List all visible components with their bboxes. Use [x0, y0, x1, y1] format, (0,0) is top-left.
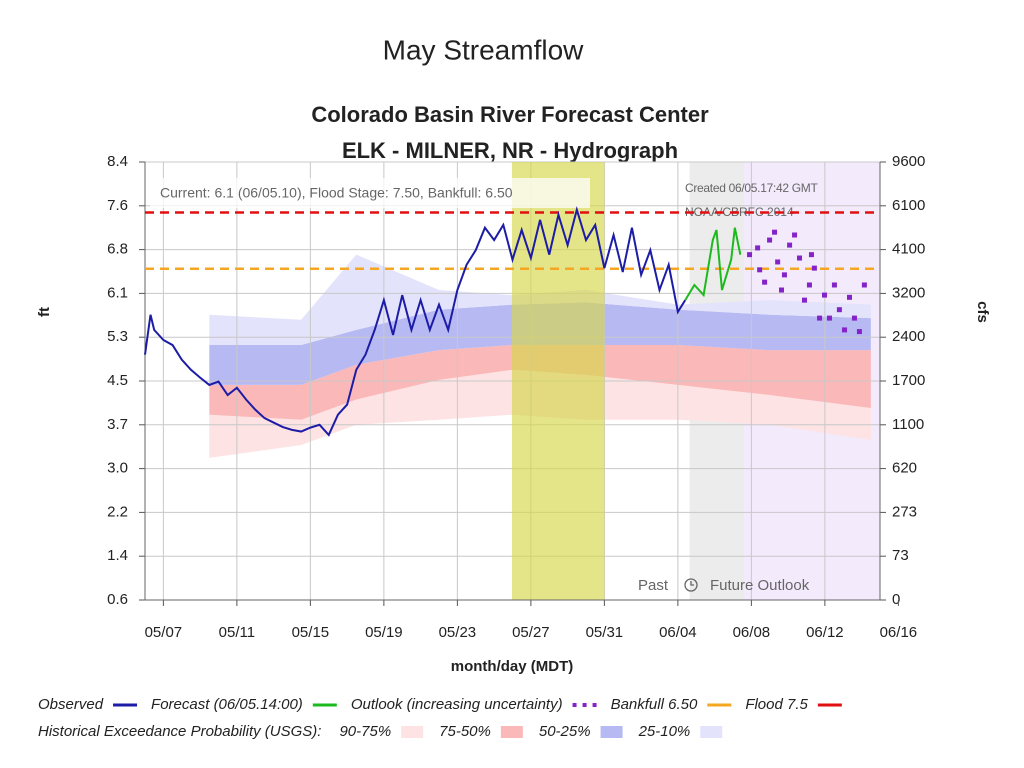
- y-tick-label: 8.4: [107, 153, 128, 170]
- outlook-point: [787, 242, 793, 248]
- y-tick-label: 6.8: [107, 241, 128, 258]
- info-box: [150, 178, 590, 208]
- x-tick-label: 06/16: [880, 624, 918, 641]
- x-tick-label: 05/31: [586, 624, 624, 641]
- y2-tick-label: 73: [892, 547, 909, 564]
- y2-tick-label: 1100: [892, 416, 924, 433]
- outlook-point: [767, 237, 773, 243]
- y-tick-label: 4.5: [107, 372, 128, 389]
- series-line: [144, 206, 687, 437]
- legend-label: 90-75%: [339, 723, 391, 740]
- legend-swatch: [582, 703, 587, 707]
- outlook-point: [861, 282, 867, 288]
- y-tick-label: 3.7: [107, 416, 128, 433]
- legend-swatch: [700, 726, 723, 738]
- x-tick-label: 06/04: [659, 624, 697, 641]
- outlook-point: [757, 267, 763, 273]
- outlook-point: [792, 232, 798, 238]
- outlook-point: [817, 315, 823, 321]
- outlook-point: [808, 252, 814, 258]
- x-tick-label: 05/07: [145, 624, 183, 641]
- chart-subtitle: ELK - MILNER, NR - Hydrograph: [342, 138, 678, 163]
- y-tick-label: 2.2: [107, 503, 128, 520]
- y-tick-label: 1.4: [107, 547, 128, 564]
- outlook-point: [822, 292, 828, 298]
- outlook-point: [747, 252, 753, 258]
- y2-tick-label: 2400: [892, 328, 925, 345]
- y2-tick-label: 3200: [892, 284, 925, 301]
- outlook-point: [772, 229, 778, 235]
- annotation: Past: [638, 577, 669, 594]
- x-axis-label: month/day (MDT): [451, 658, 573, 675]
- legend-swatch: [500, 726, 523, 738]
- y-tick-label: 6.1: [107, 284, 128, 301]
- outlook-point: [762, 279, 768, 285]
- outlook-point: [797, 255, 803, 261]
- x-tick-label: 05/15: [292, 624, 330, 641]
- y2-tick-label: 6100: [892, 197, 925, 214]
- y2-tick-label: 9600: [892, 153, 925, 170]
- legend-swatch: [600, 726, 623, 738]
- legend-label: Flood 7.5: [745, 696, 808, 713]
- x-tick-label: 05/23: [439, 624, 477, 641]
- outlook-point: [781, 272, 787, 278]
- y-tick-label: 3.0: [107, 460, 128, 477]
- x-tick-label: 06/12: [806, 624, 844, 641]
- legend-swatch: [401, 726, 424, 738]
- legend-swatch: [572, 703, 577, 707]
- outlook-point: [842, 327, 848, 333]
- outlook-point: [846, 294, 852, 300]
- legend-label: Outlook (increasing uncertainty): [351, 696, 563, 713]
- chart-title: Colorado Basin River Forecast Center: [311, 102, 709, 127]
- y2-axis-label: cfs: [974, 301, 991, 323]
- outlook-point: [806, 282, 812, 288]
- exceedance-band: [209, 345, 871, 420]
- y2-tick-label: 4100: [892, 241, 925, 258]
- legend-label: Observed: [38, 696, 104, 713]
- clock-icon: [690, 581, 694, 586]
- x-tick-label: 05/27: [512, 624, 550, 641]
- annotation: Created 06/05.17:42 GMT: [685, 181, 818, 195]
- outlook-point: [775, 259, 781, 265]
- outlook-point: [831, 282, 837, 288]
- outlook-point: [826, 315, 832, 321]
- x-tick-label: 06/08: [733, 624, 771, 641]
- y-tick-label: 7.6: [107, 197, 128, 214]
- outlook-point: [779, 287, 785, 293]
- y2-tick-label: 1700: [892, 372, 925, 389]
- outlook-point: [755, 245, 761, 251]
- outlook-point: [851, 315, 857, 321]
- shaded-region: [511, 162, 605, 600]
- legend-label: 75-50%: [439, 723, 491, 740]
- legend-label: Bankfull 6.50: [611, 696, 698, 713]
- y2-tick-label: 620: [892, 460, 917, 477]
- legend-label: Historical Exceedance Probability (USGS)…: [38, 723, 321, 740]
- clock-icon: [684, 578, 698, 592]
- y-tick-label: 5.3: [107, 328, 128, 345]
- series-line: [684, 227, 742, 301]
- y2-tick-label: 273: [892, 503, 917, 520]
- x-tick-label: 05/11: [219, 624, 255, 641]
- outlook-point: [856, 329, 862, 335]
- legend-label: 50-25%: [539, 723, 591, 740]
- outlook-point: [836, 307, 842, 313]
- y-axis-label: ft: [36, 307, 53, 317]
- annotation: NOAA/CBRFC 2014: [685, 205, 794, 219]
- outlook-point: [801, 297, 807, 303]
- y2-tick-label: 0: [892, 591, 900, 608]
- annotation: Future Outlook: [710, 577, 810, 594]
- annotation: Current: 6.1 (06/05.10), Flood Stage: 7.…: [160, 185, 513, 201]
- page-title: May Streamflow: [383, 34, 584, 65]
- y-tick-label: 0.6: [107, 591, 128, 608]
- legend-swatch: [592, 703, 597, 707]
- outlook-point: [811, 265, 817, 271]
- legend-label: 25-10%: [638, 723, 691, 740]
- legend-label: Forecast (06/05.14:00): [151, 696, 303, 713]
- x-tick-label: 05/19: [365, 624, 403, 641]
